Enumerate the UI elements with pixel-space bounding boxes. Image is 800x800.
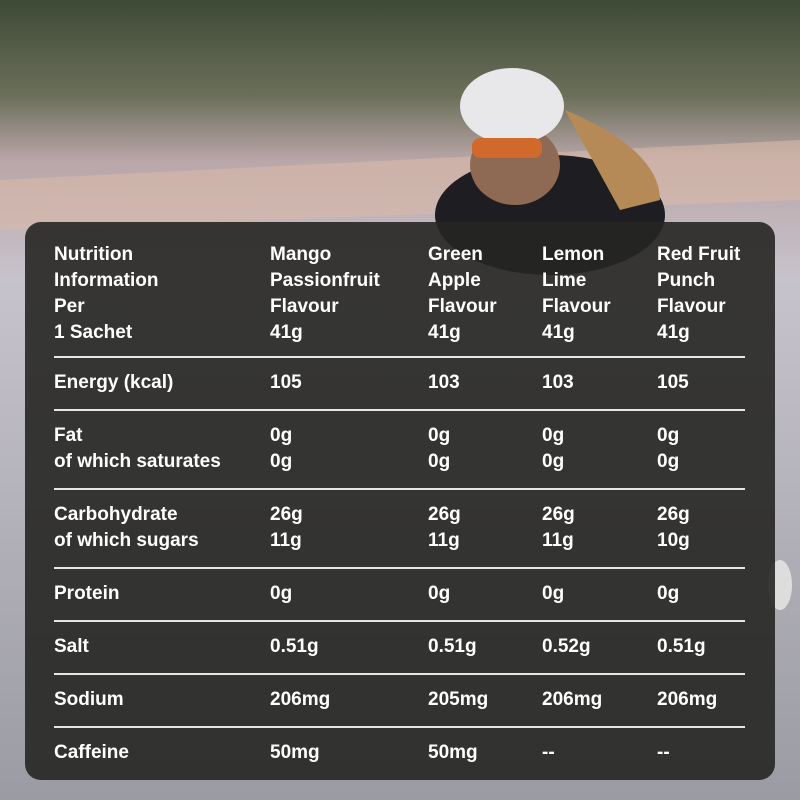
row-divider [54, 488, 745, 490]
row-divider [54, 673, 745, 675]
header-cell: 41g [657, 322, 690, 343]
row-value: 105 [657, 372, 689, 393]
header-cell: Flavour [270, 296, 339, 317]
row-value: 206mg [542, 689, 603, 710]
header-cell: Red Fruit [657, 244, 741, 265]
row-value: 26g [270, 504, 303, 525]
header-cell: 41g [428, 322, 461, 343]
header-cell: Green [428, 244, 483, 265]
row-value: 0g [270, 451, 293, 472]
row-value: 11g [270, 530, 302, 551]
row-divider [54, 726, 745, 728]
header-cell: Mango [270, 244, 332, 265]
row-value: 0g [270, 425, 293, 446]
row-label: Sodium [54, 689, 124, 710]
header-cell: Passionfruit [270, 270, 380, 291]
row-value: 0g [542, 583, 565, 604]
row-value: 10g [657, 530, 690, 551]
header-cell: Flavour [657, 296, 726, 317]
row-divider [54, 620, 745, 622]
header-cell: 41g [270, 322, 303, 343]
row-value: 103 [428, 372, 460, 393]
header-cell: Lime [542, 270, 587, 291]
row-label: Energy (kcal) [54, 372, 174, 393]
row-value: 103 [542, 372, 574, 393]
row-value: 0g [428, 583, 451, 604]
row-value: 0g [542, 425, 565, 446]
row-label: Salt [54, 636, 89, 657]
row-label: Caffeine [54, 742, 129, 763]
nutrition-panel [25, 222, 775, 780]
header-cell: Flavour [428, 296, 497, 317]
row-value: 0g [428, 451, 451, 472]
row-value: 206mg [270, 689, 331, 710]
row-value: 0g [657, 583, 680, 604]
row-value: 0g [657, 425, 680, 446]
row-label: Carbohydrate [54, 504, 178, 525]
header-cell: Punch [657, 270, 716, 291]
row-value: 26g [657, 504, 690, 525]
row-value: 205mg [428, 689, 489, 710]
row-label: Protein [54, 583, 120, 604]
row-divider [54, 567, 745, 569]
header-cell: Apple [428, 270, 481, 291]
row-value: -- [542, 742, 555, 763]
header-cell: 41g [542, 322, 575, 343]
row-value: 0.52g [542, 636, 591, 657]
row-label: of which saturates [54, 451, 221, 472]
row-value: 50mg [270, 742, 320, 763]
row-value: 0g [542, 451, 565, 472]
row-value: 11g [428, 530, 460, 551]
row-value: -- [657, 742, 670, 763]
row-divider [54, 409, 745, 411]
row-value: 0g [657, 451, 680, 472]
row-value: 0g [428, 425, 451, 446]
row-value: 0.51g [270, 636, 319, 657]
row-value: 0.51g [428, 636, 477, 657]
row-divider [54, 356, 745, 358]
row-value: 26g [542, 504, 575, 525]
row-label: Fat [54, 425, 83, 446]
row-value: 26g [428, 504, 461, 525]
header-cell: Flavour [542, 296, 611, 317]
header-cell: Lemon [542, 244, 605, 265]
row-value: 0g [270, 583, 293, 604]
header-label: 1 Sachet [54, 322, 133, 343]
header-label: Information [54, 270, 159, 291]
row-value: 0.51g [657, 636, 706, 657]
row-value: 206mg [657, 689, 718, 710]
header-label: Per [54, 296, 85, 317]
header-label: Nutrition [54, 244, 134, 265]
row-value: 11g [542, 530, 574, 551]
row-label: of which sugars [54, 530, 199, 551]
row-value: 105 [270, 372, 302, 393]
row-value: 50mg [428, 742, 478, 763]
